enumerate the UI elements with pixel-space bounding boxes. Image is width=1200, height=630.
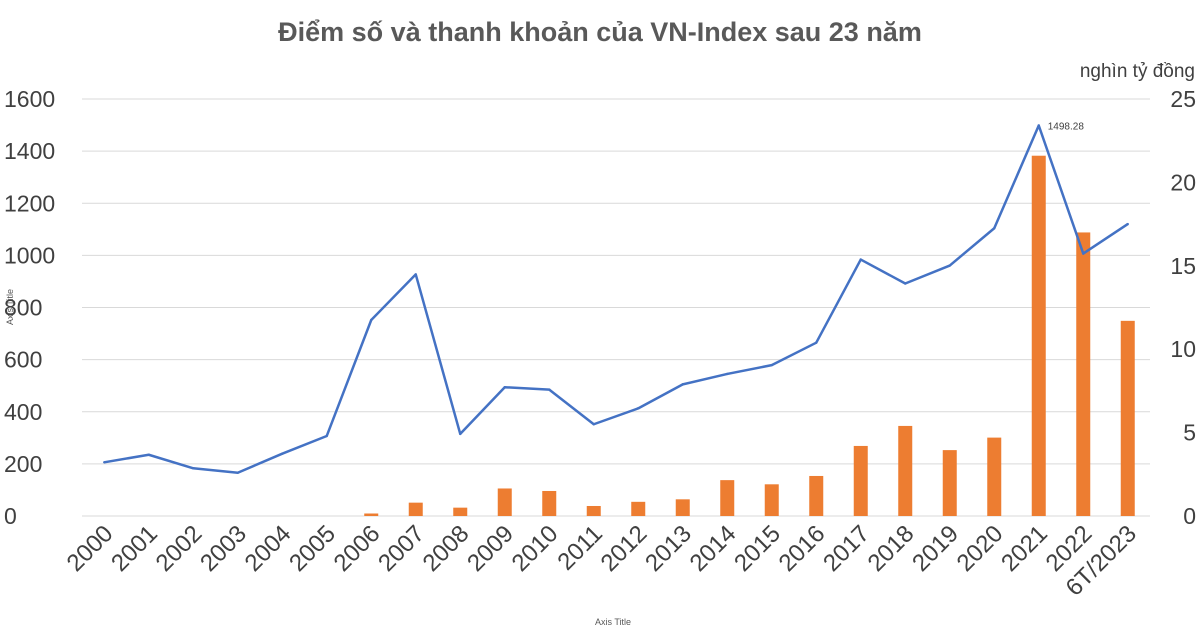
- bar: [1076, 232, 1091, 516]
- left-axis-tick-label: 1200: [4, 190, 55, 216]
- bar-series: [364, 155, 1135, 516]
- line-point: [637, 407, 640, 410]
- line-point: [770, 363, 773, 367]
- line-point: [1126, 222, 1129, 226]
- chart-title: Điểm số và thanh khoản của VN-Index sau …: [278, 17, 922, 47]
- line-point: [1037, 124, 1040, 127]
- right-axis-tick-label: 15: [1170, 253, 1196, 279]
- x-axis-tick-label: 2010: [507, 520, 564, 577]
- bar: [408, 502, 423, 516]
- left-axis-tick-label: 200: [4, 451, 42, 477]
- x-axis-tick-label: 2005: [284, 520, 341, 577]
- x-axis-title: Axis Title: [595, 617, 631, 627]
- right-axis-tick-label: 10: [1170, 336, 1196, 362]
- data-label: 1498.28: [1048, 122, 1085, 133]
- right-axis-tick-label: 0: [1183, 503, 1196, 529]
- bar: [764, 484, 779, 516]
- line-point: [681, 383, 684, 386]
- x-axis-tick-label: 2020: [952, 520, 1009, 577]
- right-axis-tick-label: 5: [1183, 420, 1196, 446]
- line-point: [859, 258, 862, 261]
- line-series: [103, 124, 1129, 474]
- left-axis-tick-label: 0: [4, 503, 17, 529]
- left-axis-tick-label: 800: [4, 295, 42, 321]
- line-point: [147, 453, 150, 456]
- bar: [898, 425, 913, 516]
- x-axis-tick-label: 2003: [195, 520, 252, 577]
- line-point: [993, 227, 996, 230]
- bar: [720, 480, 735, 516]
- x-axis-tick-label: 2021: [996, 520, 1053, 577]
- left-axis-tick-label: 1600: [4, 86, 55, 112]
- x-axis-tick-label: 2000: [62, 520, 119, 577]
- bar: [497, 488, 512, 516]
- x-axis-tick-label: 2009: [462, 520, 519, 577]
- right-axis-tick-label: 20: [1170, 169, 1196, 195]
- line-point: [414, 273, 417, 276]
- line-point: [548, 388, 551, 391]
- bar: [586, 505, 601, 516]
- line-point: [726, 372, 729, 376]
- line-point: [592, 423, 595, 426]
- x-axis-tick-label: 2007: [373, 520, 430, 577]
- x-axis-tick-label: 2002: [151, 520, 208, 577]
- series-line: [104, 124, 1129, 474]
- left-axis-tick-label: 600: [4, 347, 42, 373]
- bar: [1120, 320, 1135, 516]
- bar: [364, 513, 379, 516]
- bar: [453, 507, 468, 516]
- line-point: [103, 461, 106, 464]
- right-axis-unit-label: nghìn tỷ đồng: [1080, 61, 1195, 82]
- x-axis-tick-label: 2013: [640, 520, 697, 577]
- left-axis-tick-label: 1400: [4, 138, 55, 164]
- bar: [809, 475, 824, 516]
- bar: [631, 501, 646, 516]
- line-point: [459, 432, 462, 436]
- line-point: [503, 386, 506, 389]
- line-point: [815, 341, 818, 344]
- bar: [853, 445, 868, 516]
- line-point: [1082, 252, 1085, 255]
- x-axis-tick-label: 2001: [106, 520, 163, 577]
- line-point: [948, 264, 951, 267]
- x-axis-tick-label: 2011: [552, 520, 608, 576]
- line-point: [904, 282, 907, 285]
- x-axis-tick-label: 2015: [729, 520, 786, 577]
- gridlines: [82, 98, 1150, 517]
- tick-labels: 0 200 400 600 800 1000 1200 1400 1600 0 5 10 15 20 25 2…: [4, 86, 1196, 602]
- x-axis-tick-label: 2018: [863, 520, 920, 577]
- line-point: [370, 318, 373, 322]
- x-axis-tick-label: 2012: [596, 520, 653, 577]
- x-axis-tick-label: 2004: [240, 520, 297, 577]
- x-axis-tick-label: 2017: [818, 520, 875, 577]
- bar: [542, 490, 557, 516]
- bar: [942, 450, 957, 516]
- line-point: [325, 434, 328, 438]
- x-axis-tick-label: 2016: [774, 520, 831, 577]
- line-point: [192, 467, 195, 470]
- x-axis-tick-label: 2008: [418, 520, 475, 577]
- y-axis-title: Axis Title: [5, 289, 15, 325]
- left-axis-tick-label: 1000: [4, 242, 55, 268]
- x-axis-tick-label: 2014: [685, 520, 742, 577]
- left-axis-tick-label: 400: [4, 399, 42, 425]
- line-point: [236, 471, 239, 474]
- x-axis-tick-label: 2006: [329, 520, 386, 577]
- bar: [1031, 155, 1046, 516]
- bar: [675, 499, 690, 516]
- right-axis-tick-label: 25: [1170, 86, 1196, 112]
- bar: [987, 437, 1002, 516]
- line-point: [281, 452, 284, 455]
- x-axis-tick-label: 2019: [907, 520, 964, 577]
